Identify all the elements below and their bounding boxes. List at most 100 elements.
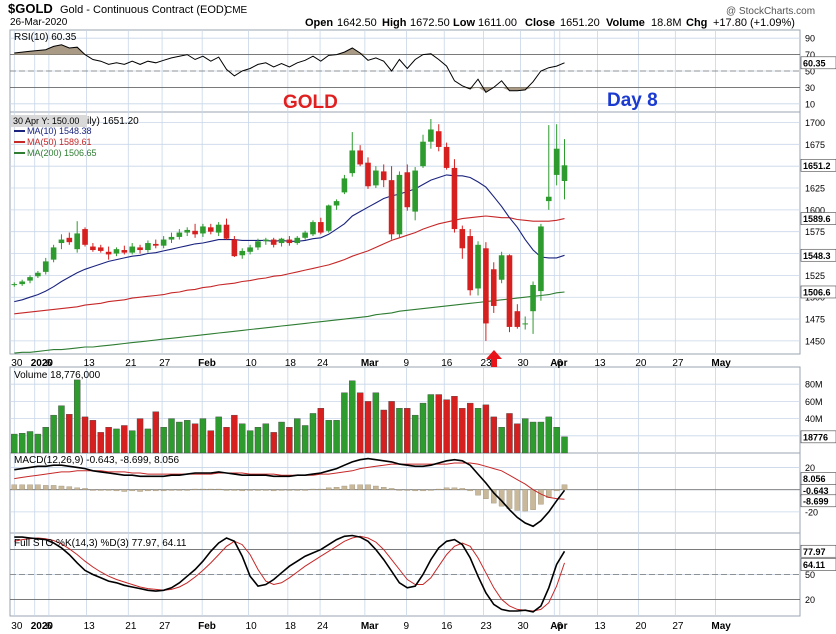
volume-bar-6 (58, 405, 65, 454)
volume-bar-10 (89, 420, 97, 454)
candle-body-45 (365, 162, 371, 187)
ytick-rsi-1: 70 (805, 50, 815, 60)
xlabel-1-11: 9 (404, 621, 410, 632)
macd-hist-42 (341, 485, 348, 490)
macd-hist-54 (435, 488, 442, 491)
tag-sto-k: 77.97 (803, 547, 826, 557)
volume-bar-17 (144, 428, 152, 454)
candle-body-42 (341, 178, 348, 193)
candle-body-54 (435, 131, 442, 147)
macd-hist-36 (294, 489, 301, 491)
candle-body-57 (459, 229, 466, 249)
volume-bar-65 (522, 418, 529, 454)
macd-hist-58 (467, 489, 473, 492)
tag-sto-d: 64.11 (803, 560, 825, 570)
candle-body-10 (90, 246, 96, 251)
volume-bar-11 (97, 432, 104, 454)
tooltip-box (11, 115, 87, 127)
macd-hist-9 (82, 488, 88, 490)
low-label: Low (453, 17, 475, 29)
candle-body-64 (514, 311, 521, 327)
tag-sto-d-box (800, 558, 836, 571)
candle-body-7 (66, 237, 73, 243)
rsi-series (10, 44, 800, 93)
xlabel-0-17: 13 (595, 358, 607, 369)
candle-body-68 (545, 196, 552, 202)
macd-hist-21 (176, 489, 183, 491)
xlabel-0-10: Mar (361, 358, 379, 369)
xlabel-0-11: 9 (404, 358, 410, 369)
volume-bar-35 (286, 427, 293, 454)
tag-macd-signal: -8.699 (803, 496, 829, 506)
ytick-rsi-2: 50 (805, 67, 815, 77)
candle-body-69 (553, 148, 560, 175)
volume-bar-14 (121, 425, 128, 454)
candle-body-31 (255, 241, 261, 248)
macd-hist-52 (420, 489, 426, 492)
volume-bar-2 (26, 431, 34, 454)
volume-bar-5 (50, 414, 57, 454)
xlabel-1-0: 30 (11, 621, 23, 632)
tag-macd: -0.643 (803, 486, 829, 496)
candle-body-47 (380, 171, 387, 181)
xlabel-1-15: Apr (550, 621, 567, 632)
volume-bar-58 (466, 402, 474, 454)
high-value: 1672.50 (410, 17, 450, 29)
close-value: 1651.20 (560, 17, 600, 29)
ytick-rsi-0: 90 (805, 34, 815, 44)
candle-body-30 (247, 247, 253, 252)
volume-bar-69 (553, 427, 560, 454)
volume-bar-18 (152, 411, 159, 454)
candle-body-50 (404, 172, 411, 208)
candle-body-24 (200, 226, 206, 234)
macd-hist-51 (412, 489, 418, 492)
tag-rsi: 60.35 (803, 58, 826, 68)
volume-bar-43 (349, 380, 356, 454)
ytick-rsi-4: 10 (805, 99, 815, 109)
volume-bar-47 (380, 409, 387, 454)
volume-bar-60 (482, 404, 490, 454)
macd-hist-1 (19, 484, 25, 490)
candle-body-40 (325, 205, 332, 231)
macd-hist-10 (90, 489, 96, 491)
candle-body-51 (412, 170, 418, 212)
tooltip-text: 30 Apr Y: 150.00 (13, 116, 79, 126)
volume-bar-66 (529, 421, 537, 454)
macd-hist-57 (459, 488, 466, 490)
candle-body-38 (310, 222, 316, 235)
macd-hist-69 (553, 489, 560, 492)
candle-body-66 (530, 284, 536, 312)
volume-label: Volume (606, 17, 645, 29)
price-legend-close: ily) 1651.20 (87, 116, 139, 127)
volume-bar-49 (396, 408, 403, 454)
macd-signal-line (14, 462, 565, 500)
macd-hist-14 (121, 489, 128, 492)
symbol: $GOLD (8, 1, 53, 16)
volume-bar-63 (506, 413, 513, 454)
legend-ma200: MA(200) 1506.65 (27, 148, 97, 158)
candle-body-15 (129, 246, 135, 253)
tag-volume-box (800, 430, 836, 444)
macd-hist-47 (380, 487, 387, 490)
candle-body-29 (239, 250, 246, 256)
tag-ma200-box (800, 285, 836, 299)
ytick-sto-2: 20 (805, 595, 815, 605)
xlabel-0-3: 13 (84, 358, 96, 369)
ytick-sto-1: 50 (805, 570, 815, 580)
macd-hist-34 (278, 489, 285, 491)
open-value: 1642.50 (337, 17, 377, 29)
macd-hist-12 (105, 489, 112, 491)
macd-panel (9, 452, 801, 534)
macd-hist-67 (538, 489, 544, 505)
tag-macd-signal-box (800, 494, 836, 508)
tag-ma50-box (800, 212, 836, 225)
volume-bar-61 (490, 416, 497, 454)
macd-hist-5 (50, 485, 57, 490)
candle-body-49 (396, 174, 403, 235)
macd-hist-33 (270, 489, 277, 492)
ytick-price-5: 1575 (805, 227, 825, 237)
xlabel-1-7: 10 (246, 621, 258, 632)
candle-body-53 (428, 129, 434, 142)
macd-hist-53 (428, 489, 434, 491)
candle-body-70 (561, 165, 568, 182)
